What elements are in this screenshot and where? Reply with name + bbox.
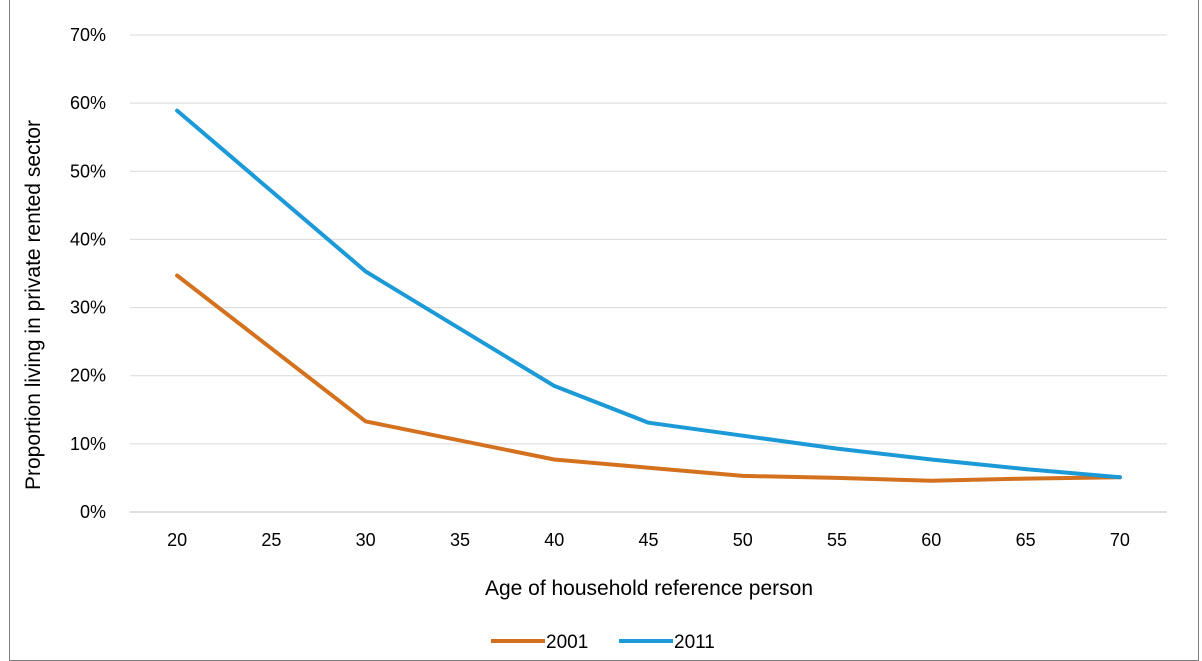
x-tick-label: 55 [827, 530, 847, 550]
x-tick-label: 25 [261, 530, 281, 550]
y-tick-label: 0% [80, 502, 106, 522]
y-tick-label: 30% [70, 298, 106, 318]
series-line-2001 [175, 273, 1122, 483]
legend-label-2001: 2001 [546, 632, 588, 653]
series-line-2011 [175, 108, 1122, 480]
x-tick-label: 50 [733, 530, 753, 550]
series-lines [175, 108, 1122, 483]
x-tick-label: 70 [1110, 530, 1130, 550]
x-tick-label: 40 [544, 530, 564, 550]
y-axis-title: Proportion living in private rented sect… [22, 120, 45, 490]
x-tick-label: 65 [1016, 530, 1036, 550]
x-tick-label: 60 [921, 530, 941, 550]
x-tick-label: 35 [450, 530, 470, 550]
y-tick-label: 60% [70, 93, 106, 113]
x-tick-label: 45 [638, 530, 658, 550]
x-axis-ticks: 20 25 30 35 40 45 50 55 60 65 70 [167, 530, 1130, 550]
gridlines [130, 34, 1167, 513]
x-tick-label: 30 [356, 530, 376, 550]
x-axis-title: Age of household reference person [485, 577, 813, 600]
y-axis-ticks: 0% 10% 20% 30% 40% 50% 60% 70% [70, 25, 106, 522]
y-tick-label: 20% [70, 366, 106, 386]
y-tick-label: 10% [70, 434, 106, 454]
legend-label-2011: 2011 [674, 632, 715, 653]
legend: 2001 2011 [491, 632, 715, 653]
y-tick-label: 40% [70, 229, 106, 249]
y-tick-label: 70% [70, 25, 106, 45]
y-tick-label: 50% [70, 161, 106, 181]
chart-frame [9, 0, 1199, 661]
x-tick-label: 20 [167, 530, 187, 550]
